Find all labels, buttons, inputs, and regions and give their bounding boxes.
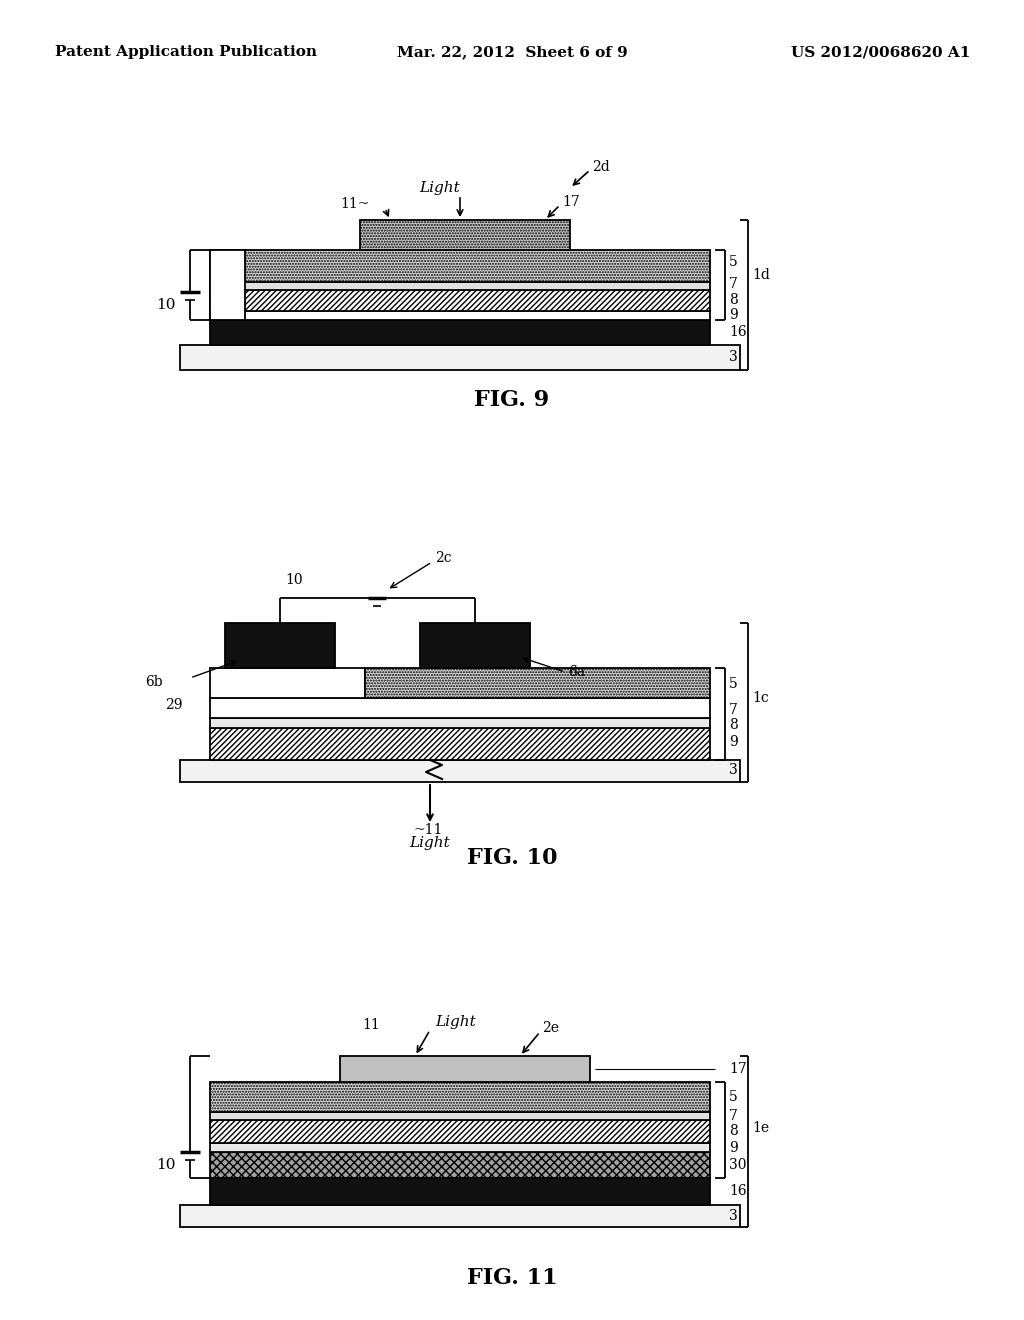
Text: 11~: 11~: [340, 197, 370, 211]
Text: US 2012/0068620 A1: US 2012/0068620 A1: [791, 45, 970, 59]
Text: FIG. 10: FIG. 10: [467, 847, 557, 869]
Text: 11: 11: [362, 1018, 380, 1032]
Text: 1e: 1e: [752, 1121, 769, 1135]
Bar: [340, 1056, 590, 1082]
Bar: [180, 1205, 740, 1228]
Bar: [210, 249, 710, 282]
Bar: [210, 698, 710, 718]
Bar: [180, 760, 740, 781]
Text: Mar. 22, 2012  Sheet 6 of 9: Mar. 22, 2012 Sheet 6 of 9: [396, 45, 628, 59]
Bar: [225, 623, 335, 668]
Text: 16: 16: [729, 1184, 746, 1199]
Text: Light: Light: [420, 181, 461, 195]
Bar: [360, 220, 570, 249]
Text: 1c: 1c: [752, 690, 769, 705]
Text: 8: 8: [729, 718, 737, 733]
Text: 16: 16: [729, 325, 746, 339]
Bar: [210, 1082, 710, 1111]
Text: 9: 9: [729, 735, 737, 748]
Text: 5: 5: [729, 1090, 737, 1104]
Text: 7: 7: [729, 277, 738, 290]
Text: 17: 17: [562, 195, 580, 209]
Text: 5: 5: [729, 677, 737, 690]
Text: 6a: 6a: [568, 665, 585, 678]
Bar: [210, 249, 245, 319]
Text: Light: Light: [435, 1015, 476, 1030]
Text: 8: 8: [729, 293, 737, 308]
Text: FIG. 11: FIG. 11: [467, 1267, 557, 1290]
Text: 9: 9: [729, 308, 737, 322]
Text: 3: 3: [729, 763, 737, 777]
Text: 2d: 2d: [592, 160, 609, 174]
Text: 6b: 6b: [145, 675, 163, 689]
Text: 7: 7: [729, 704, 738, 717]
Bar: [210, 312, 710, 319]
Text: 30: 30: [729, 1158, 746, 1172]
Text: 7: 7: [729, 1109, 738, 1123]
Bar: [210, 1177, 710, 1205]
Bar: [365, 668, 710, 698]
Bar: [210, 1143, 710, 1152]
Bar: [210, 729, 710, 760]
Bar: [210, 1152, 710, 1177]
Text: 9: 9: [729, 1140, 737, 1155]
Text: FIG. 9: FIG. 9: [474, 389, 550, 411]
Text: 2e: 2e: [542, 1020, 559, 1035]
Bar: [420, 623, 530, 668]
Text: Patent Application Publication: Patent Application Publication: [55, 45, 317, 59]
Text: 3: 3: [729, 1209, 737, 1224]
Bar: [210, 718, 710, 729]
Text: 2c: 2c: [435, 550, 452, 565]
Text: 10: 10: [285, 573, 303, 587]
Bar: [210, 1111, 710, 1119]
Bar: [210, 1119, 710, 1143]
Text: 1d: 1d: [752, 268, 770, 282]
Bar: [180, 345, 740, 370]
Bar: [210, 282, 710, 290]
Text: 3: 3: [729, 350, 737, 364]
Text: ~11: ~11: [414, 822, 442, 837]
Bar: [210, 290, 710, 312]
Text: 17: 17: [729, 1063, 746, 1076]
Bar: [210, 668, 365, 698]
Text: 10: 10: [157, 298, 176, 312]
Text: 29: 29: [165, 698, 182, 711]
Text: 10: 10: [157, 1158, 176, 1172]
Text: 8: 8: [729, 1125, 737, 1138]
Text: 5: 5: [729, 255, 737, 269]
Text: Light: Light: [410, 836, 451, 850]
Bar: [210, 319, 710, 345]
